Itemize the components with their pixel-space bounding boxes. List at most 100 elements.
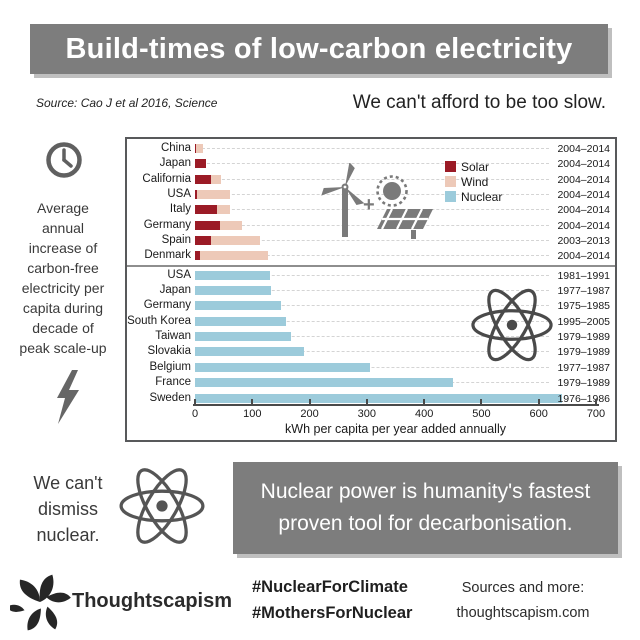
bar-nuclear bbox=[195, 332, 291, 342]
bar-solar bbox=[195, 190, 198, 200]
x-tick-label: 0 bbox=[191, 408, 199, 420]
row-period: 1995–2005 bbox=[557, 315, 610, 328]
row-label: Slovakia bbox=[147, 345, 191, 358]
website-url: thoughtscapism.com bbox=[456, 605, 590, 621]
bar-solar bbox=[195, 144, 197, 153]
row-bars bbox=[195, 174, 596, 184]
chart-row: Belgium 1977–1987 bbox=[127, 360, 615, 375]
bar-wind bbox=[199, 251, 268, 261]
row-label: South Korea bbox=[127, 314, 191, 327]
x-tick-mark bbox=[365, 399, 368, 404]
row-guide-line bbox=[197, 305, 549, 307]
bar-nuclear bbox=[195, 378, 454, 388]
row-period: 1981–1991 bbox=[557, 269, 610, 282]
row-bars bbox=[195, 205, 596, 215]
legend-swatch bbox=[445, 191, 456, 202]
bar-wind bbox=[217, 205, 231, 215]
x-tick-mark bbox=[595, 399, 597, 404]
row-bars bbox=[195, 236, 596, 246]
row-period: 2004–2014 bbox=[557, 143, 610, 155]
row-label: California bbox=[142, 172, 191, 185]
row-guide-line bbox=[197, 255, 549, 257]
row-label: Germany bbox=[143, 218, 191, 231]
x-axis-title: kWh per capita per year added annually bbox=[285, 422, 506, 436]
x-tick-label: 100 bbox=[243, 408, 262, 420]
row-label: Japan bbox=[159, 284, 191, 297]
row-period: 1975–1985 bbox=[557, 300, 610, 313]
row-label: USA bbox=[167, 268, 191, 281]
legend-swatch bbox=[445, 176, 456, 187]
chart-row: Denmark 2004–2014 bbox=[127, 248, 615, 263]
legend-item: Nuclear bbox=[445, 189, 502, 204]
x-tick-mark bbox=[480, 399, 483, 404]
hashtags: #NuclearForClimate #MothersForNuclear bbox=[252, 574, 412, 626]
bar-nuclear bbox=[195, 270, 270, 280]
bar-solar bbox=[195, 236, 211, 246]
bar-solar bbox=[195, 251, 200, 261]
row-bars bbox=[195, 316, 596, 326]
row-guide-line bbox=[197, 148, 549, 149]
bar-wind bbox=[197, 190, 231, 200]
chart-row: Italy 2004–2014 bbox=[127, 202, 615, 217]
row-bars bbox=[195, 362, 596, 372]
chart-row: Slovakia 1979–1989 bbox=[127, 344, 615, 359]
bar-solar bbox=[195, 205, 218, 215]
row-period: 1976–1986 bbox=[557, 392, 610, 405]
chart-row: China 2004–2014 bbox=[127, 141, 615, 156]
tagline: We can't afford to be too slow. bbox=[352, 92, 606, 113]
chart-row: Taiwan 1979–1989 bbox=[127, 329, 615, 344]
row-guide-line bbox=[197, 224, 549, 226]
bar-wind bbox=[211, 174, 222, 184]
chart-row: Germany 1975–1985 bbox=[127, 298, 615, 313]
legend-item: Wind bbox=[445, 174, 502, 189]
row-bars bbox=[195, 301, 596, 311]
row-guide-line bbox=[197, 290, 549, 292]
bar-nuclear bbox=[195, 301, 281, 311]
row-bars bbox=[195, 159, 596, 169]
row-period: 2004–2014 bbox=[557, 250, 610, 263]
row-bars bbox=[195, 220, 596, 230]
row-period: 2004–2014 bbox=[557, 219, 610, 232]
x-tick-mark bbox=[194, 399, 196, 404]
row-period: 2004–2014 bbox=[557, 173, 610, 186]
x-tick-label: 700 bbox=[586, 408, 606, 420]
sources-label: Sources and more: bbox=[461, 580, 585, 596]
row-guide-line bbox=[197, 320, 549, 322]
row-guide-line bbox=[197, 366, 549, 368]
x-tick-label: 400 bbox=[414, 408, 434, 420]
renewables-icon-cluster: + bbox=[321, 163, 433, 239]
row-bars bbox=[195, 144, 596, 153]
bar-nuclear bbox=[195, 362, 370, 372]
row-period: 1979–1989 bbox=[557, 331, 610, 344]
row-bars bbox=[195, 347, 596, 357]
bar-nuclear bbox=[195, 316, 286, 326]
chart-rows: China 2004–2014 Japan 2004–2014 California 20… bbox=[127, 141, 615, 406]
title-banner: Build-times of low-carbon electricity bbox=[30, 24, 608, 74]
solar-panel-icon bbox=[377, 208, 433, 239]
row-guide-line bbox=[197, 178, 549, 180]
bar-chart: China 2004–2014 Japan 2004–2014 California 20… bbox=[125, 137, 617, 442]
atom-icon bbox=[119, 468, 205, 544]
row-bars bbox=[195, 270, 596, 280]
atom-icon bbox=[471, 288, 553, 362]
legend-label: Nuclear bbox=[461, 189, 503, 204]
bar-wind bbox=[196, 144, 203, 153]
row-period: 2003–2013 bbox=[557, 235, 610, 248]
bar-solar bbox=[195, 159, 206, 169]
row-guide-line bbox=[197, 209, 549, 211]
chart-row: France 1979–1989 bbox=[127, 375, 615, 390]
bar-wind bbox=[220, 220, 242, 230]
x-tick-label: 300 bbox=[357, 408, 377, 420]
row-label: China bbox=[160, 142, 191, 154]
row-bars bbox=[195, 378, 596, 388]
row-period: 1979–1989 bbox=[557, 346, 610, 359]
hashtag-nuclear-for-climate: #NuclearForClimate bbox=[252, 578, 408, 596]
flower-logo-icon bbox=[10, 574, 71, 631]
lightning-icon bbox=[57, 370, 79, 424]
row-guide-line bbox=[197, 240, 549, 242]
row-label: Japan bbox=[159, 157, 191, 170]
quote-banner: Nuclear power is humanity's fastest prov… bbox=[233, 462, 618, 554]
chart-legend: Solar Wind Nuclear bbox=[445, 159, 502, 204]
row-bars bbox=[195, 190, 596, 200]
row-label: Belgium bbox=[149, 360, 191, 373]
